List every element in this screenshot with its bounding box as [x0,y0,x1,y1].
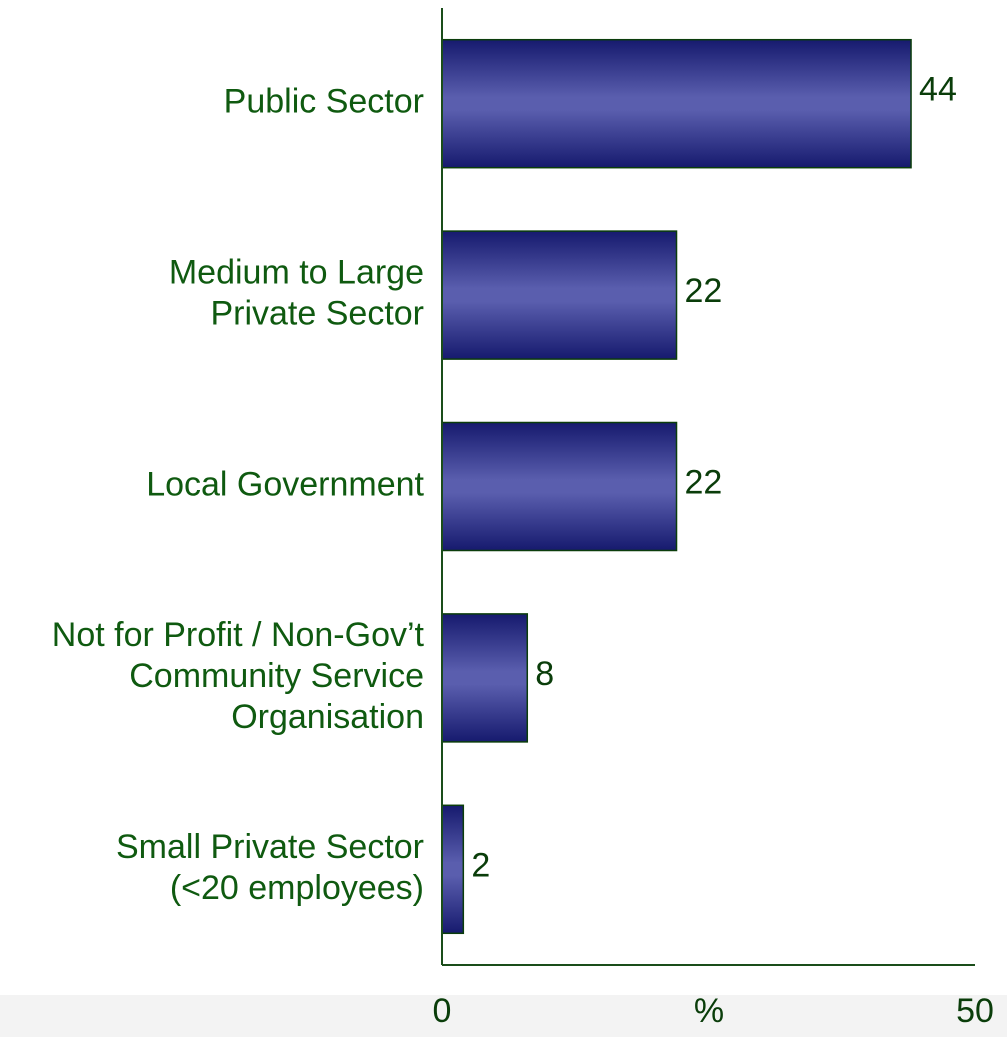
bar [441,38,912,169]
category-label-line: Public Sector [224,83,424,121]
data-labels-group: 44 22 22 8 2 [471,71,957,885]
bar [441,230,678,360]
category-label-line: Medium to Large [169,254,424,292]
category-label-line: Local Government [146,465,424,503]
category-label-line: Private Sector [210,295,424,333]
bottom-strip [0,995,1007,1037]
category-label: Not for Profit / Non-Gov’t Community Serv… [52,616,425,736]
bar [441,804,465,935]
category-label-line: Not for Profit / Non-Gov’t [52,616,425,654]
data-label: 8 [535,655,554,693]
category-labels-group: Public Sector Medium to Large Private Sect… [52,83,425,907]
category-label-line: Small Private Sector [116,828,424,866]
bars-group [441,38,912,935]
data-label: 22 [685,463,723,501]
x-tick-label: 0 [433,992,452,1030]
x-axis-title: % [694,992,724,1030]
x-tick-label: 50 [956,992,994,1030]
data-label: 2 [471,846,490,884]
data-label: 22 [685,272,723,310]
bar [441,421,678,552]
category-label: Medium to Large Private Sector [169,254,424,333]
x-tick-labels-group: 0 50 [433,992,994,1030]
category-label: Small Private Sector (<20 employees) [116,828,424,907]
category-label-line: Organisation [231,698,424,736]
data-label: 44 [919,71,957,109]
bar [441,613,529,743]
category-label: Public Sector [224,83,424,121]
category-label-line: (<20 employees) [170,869,424,907]
category-label-line: Community Service [129,657,424,695]
category-label: Local Government [146,465,424,503]
